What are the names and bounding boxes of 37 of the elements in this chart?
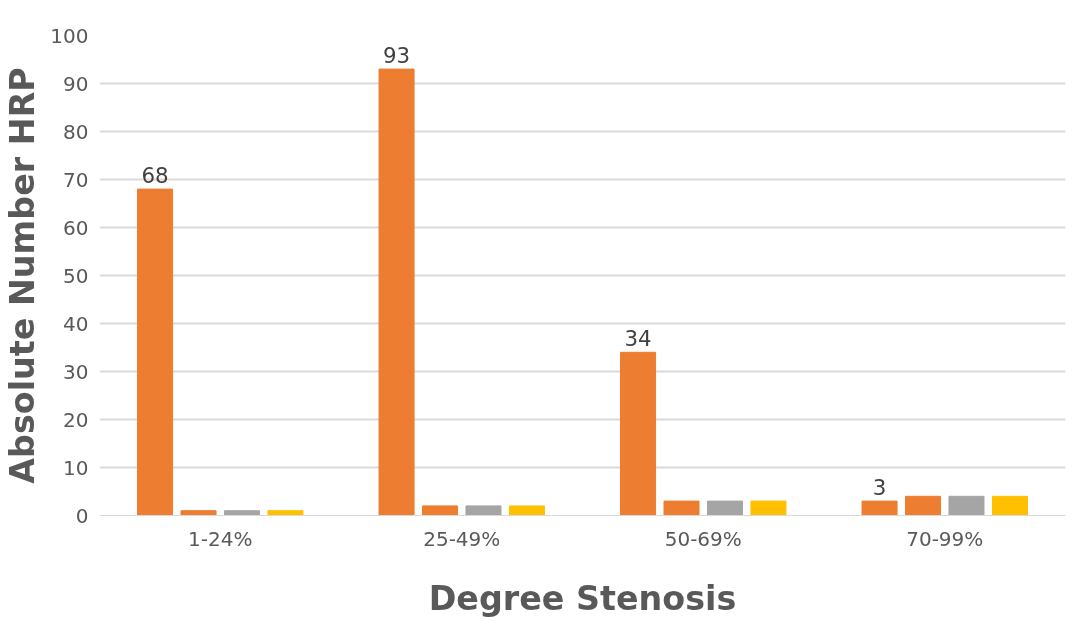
y-tick-label: 100 [50,23,89,48]
y-tick-label: 90 [63,71,89,96]
y-tick-label: 0 [75,503,89,528]
y-tick-label: 30 [63,359,89,384]
bar [620,351,657,516]
bar [706,500,743,516]
bar [905,495,942,516]
x-tick-label: 70-99% [906,526,984,551]
bar [422,505,459,516]
bar [750,500,787,516]
bar [465,505,502,516]
y-tick-label: 10 [63,455,89,480]
y-tick-label: 80 [63,119,89,144]
bar [991,495,1028,516]
y-tick-label: 60 [63,215,89,240]
x-axis-title: Degree Stenosis [428,578,737,618]
x-tick-label: 50-69% [664,526,742,551]
bar [137,188,174,516]
bar [378,68,415,516]
y-tick-label: 50 [63,263,89,288]
bar [861,500,898,516]
bar [508,505,545,516]
x-tick-label: 1-24% [188,526,253,551]
bar [223,510,260,516]
x-tick-label: 25-49% [423,526,501,551]
bar [948,495,985,516]
y-axis-title: Absolute Number HRP [3,67,43,484]
bar [180,510,217,516]
y-tick-label: 40 [63,311,89,336]
bar [267,510,304,516]
data-label: 34 [624,326,652,352]
y-tick-label: 70 [63,167,89,192]
y-tick-label: 20 [63,407,89,432]
data-label: 68 [141,163,169,189]
data-label: 3 [872,475,887,501]
data-label: 93 [382,43,411,69]
bar [663,500,700,516]
